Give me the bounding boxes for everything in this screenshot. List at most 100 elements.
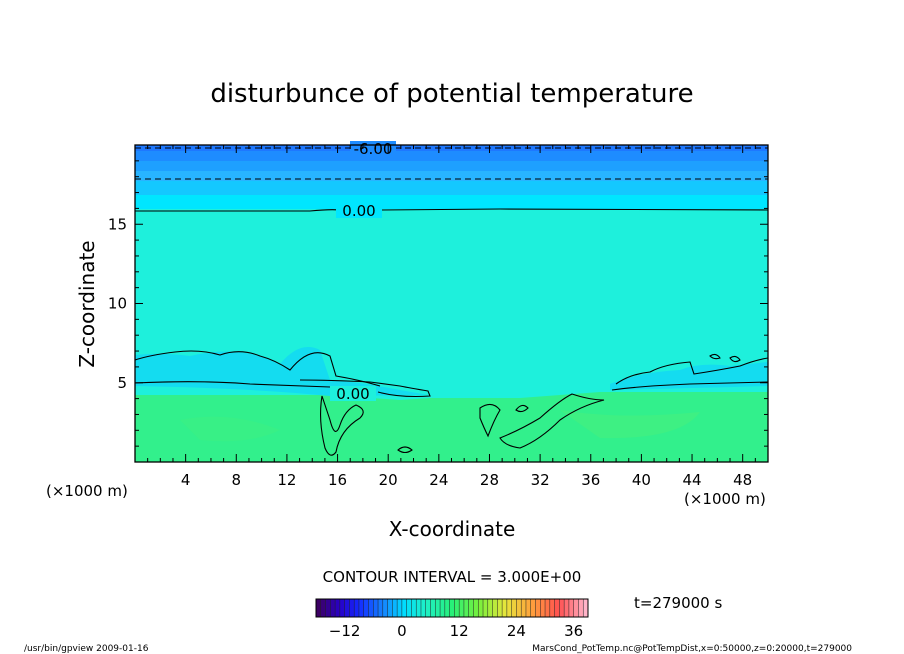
- contour-blob-4: [729, 355, 741, 363]
- heatmap-field: [135, 145, 768, 462]
- colorbar-cell: [530, 599, 536, 617]
- colorbar-cell: [549, 599, 555, 617]
- colorbar-cell: [506, 599, 513, 617]
- x-tick-label: 16: [328, 471, 347, 489]
- colorbar-cell: [325, 599, 331, 617]
- colorbar-cell: [483, 599, 489, 617]
- contour-zero-lower: [135, 379, 431, 398]
- colorbar-cell: [320, 599, 326, 617]
- x-unit-left: (×1000 m): [46, 482, 128, 500]
- colorbar-cell: [354, 599, 360, 617]
- x-tick-label: 20: [379, 471, 398, 489]
- x-tick-label: 36: [581, 471, 600, 489]
- contour-label-zero-upper: 0.00: [342, 202, 375, 220]
- colorbar-cell: [440, 599, 446, 617]
- colorbar-cell: [578, 599, 584, 617]
- colorbar-cell: [559, 599, 565, 617]
- colorbar-cell: [583, 599, 589, 617]
- colorbar-cell: [487, 599, 493, 617]
- footer-right: MarsCond_PotTemp.nc@PotTempDist,x=0:5000…: [532, 644, 852, 654]
- colorbar-cell: [382, 599, 388, 617]
- field-lower-blue-left: [135, 347, 428, 396]
- colorbar-cell: [420, 599, 427, 617]
- colorbar-cell: [463, 599, 470, 617]
- colorbar-tick-label: 36: [564, 622, 583, 640]
- colorbar: [315, 598, 589, 618]
- contour-blob-3: [709, 353, 721, 360]
- contour-label-zero-lower: 0.00: [336, 385, 369, 403]
- contour-inner-right: [499, 393, 605, 449]
- y-tick-label: 10: [108, 295, 127, 313]
- colorbar-tick-label: −12: [329, 622, 361, 640]
- colorbar-cell: [397, 599, 403, 617]
- y-tick-label: 5: [117, 374, 127, 392]
- x-tick-label: 24: [429, 471, 448, 489]
- x-axis: 4 8 12 16 20 24 28 32 36 40 44 48: [147, 145, 756, 489]
- colorbar-frame: [315, 598, 589, 618]
- field-green-low: [135, 392, 768, 462]
- colorbar-cell: [330, 599, 336, 617]
- x-axis-label: X-coordinate: [389, 517, 516, 541]
- x-tick-label: 40: [632, 471, 651, 489]
- x-tick-label: 32: [531, 471, 550, 489]
- colorbar-cell: [521, 599, 527, 617]
- colorbar-cell: [554, 599, 560, 617]
- colorbar-cell: [430, 599, 436, 617]
- contour-label-minus6: -6.00: [354, 140, 393, 158]
- colorbar-cell: [473, 599, 479, 617]
- contour-layer-top-right: [615, 357, 768, 385]
- contour-layer-bottom-right: [611, 381, 768, 391]
- colorbar-cell: [492, 599, 498, 617]
- colorbar-cell: [358, 599, 365, 617]
- x-tick-label: 48: [733, 471, 752, 489]
- time-text: t=279000 s: [634, 594, 722, 612]
- colorbar-cell: [435, 599, 441, 617]
- y-axis-label: Z-coordinate: [75, 240, 99, 367]
- colorbar-cell: [454, 599, 460, 617]
- field-band-2: [135, 161, 768, 171]
- contour-interval-text: CONTOUR INTERVAL = 3.000E+00: [323, 568, 582, 586]
- colorbar-cell: [468, 599, 474, 617]
- colorbar-cell: [373, 599, 379, 617]
- colorbar-cell: [416, 599, 422, 617]
- contour-inner-center: [479, 403, 501, 438]
- colorbar-cell: [444, 599, 451, 617]
- colorbar-cell: [378, 599, 384, 617]
- contour-inner-left: [319, 395, 364, 456]
- x-tick-label: 12: [277, 471, 296, 489]
- x-tick-label: 8: [232, 471, 242, 489]
- colorbar-cell: [449, 599, 455, 617]
- colorbar-cell: [368, 599, 374, 617]
- colorbar-cell: [392, 599, 398, 617]
- contour-layer-top-left: [135, 350, 381, 387]
- colorbar-cell: [573, 599, 579, 617]
- x-tick-label: 44: [682, 471, 701, 489]
- colorbar-cell: [425, 599, 431, 617]
- colorbar-cell: [387, 599, 393, 617]
- colorbar-cell: [535, 599, 541, 617]
- colorbar-tick-label: 12: [450, 622, 469, 640]
- y-axis: 5 10 15: [108, 160, 768, 447]
- contour-blob-1: [397, 446, 413, 454]
- footer-left: /usr/bin/gpview 2009-01-16: [24, 644, 149, 654]
- colorbar-cell: [335, 599, 341, 617]
- x-tick-label: 4: [181, 471, 191, 489]
- colorbar-tick-label: 0: [397, 622, 407, 640]
- colorbar-cell: [459, 599, 465, 617]
- colorbar-cell: [478, 599, 484, 617]
- colorbar-cell: [344, 599, 350, 617]
- chart-title: disturbunce of potential temperature: [210, 79, 693, 109]
- colorbar-cell: [511, 599, 517, 617]
- colorbar-cell: [401, 599, 408, 617]
- colorbar-cell: [564, 599, 570, 617]
- y-tick-label: 15: [108, 215, 127, 233]
- colorbar-cell: [406, 599, 412, 617]
- field-band-4: [135, 181, 768, 195]
- colorbar-cell: [516, 599, 522, 617]
- colorbar-ticks: −12 0 12 24 36: [329, 622, 583, 640]
- colorbar-cell: [339, 599, 346, 617]
- colorbar-cell: [540, 599, 546, 617]
- colorbar-cell: [568, 599, 575, 617]
- x-unit-right: (×1000 m): [684, 490, 766, 508]
